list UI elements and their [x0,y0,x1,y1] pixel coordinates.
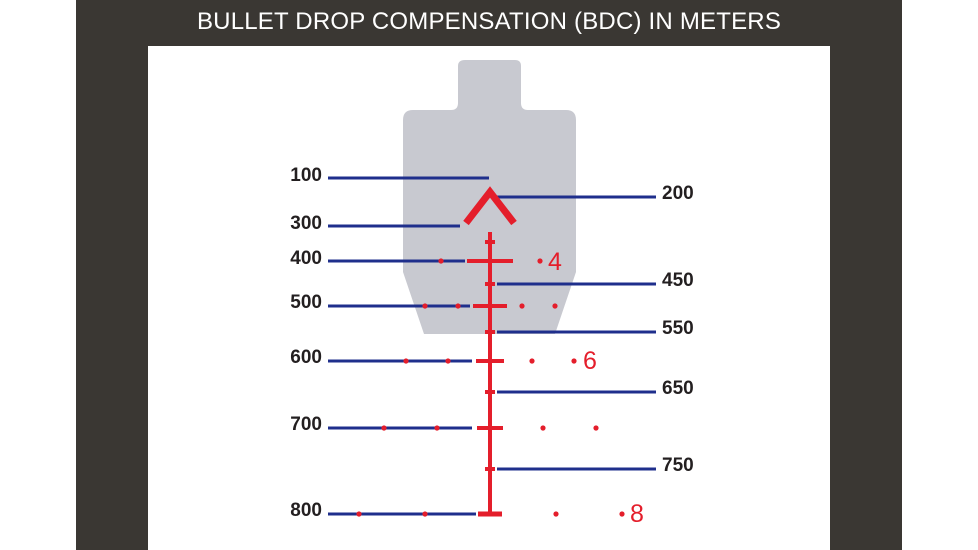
wind-dot [356,511,362,517]
range-label-600: 600 [290,347,322,368]
wind-dot [571,358,577,364]
wind-dot [553,511,559,517]
wind-dot [540,425,546,431]
wind-number-4: 4 [548,248,562,276]
wind-number-8: 8 [630,500,644,528]
range-label-500: 500 [290,292,322,313]
wind-dot [438,258,444,264]
wind-dot [619,511,625,517]
wind-dot [445,358,451,364]
wind-dot [422,303,428,309]
wind-dot [381,425,387,431]
wind-dot [403,358,409,364]
wind-dots [356,258,625,517]
wind-dot [519,303,525,309]
wind-dot [552,303,558,309]
chevron-aim-point [463,186,517,226]
range-label-700: 700 [290,414,322,435]
range-label-550: 550 [662,318,694,339]
range-label-450: 450 [662,270,694,291]
diagram-title: BULLET DROP COMPENSATION (BDC) IN METERS [196,8,782,35]
wind-dot [593,425,599,431]
range-label-650: 650 [662,378,694,399]
range-label-400: 400 [290,248,322,269]
range-label-750: 750 [662,455,694,476]
wind-dot [455,303,461,309]
wind-dot [537,258,543,264]
wind-dot [529,358,535,364]
range-label-200: 200 [662,183,694,204]
wind-dot [434,425,440,431]
wind-number-6: 6 [583,347,597,375]
range-label-300: 300 [290,213,322,234]
wind-dot [422,511,428,517]
range-label-800: 800 [290,500,322,521]
range-label-100: 100 [290,165,322,186]
